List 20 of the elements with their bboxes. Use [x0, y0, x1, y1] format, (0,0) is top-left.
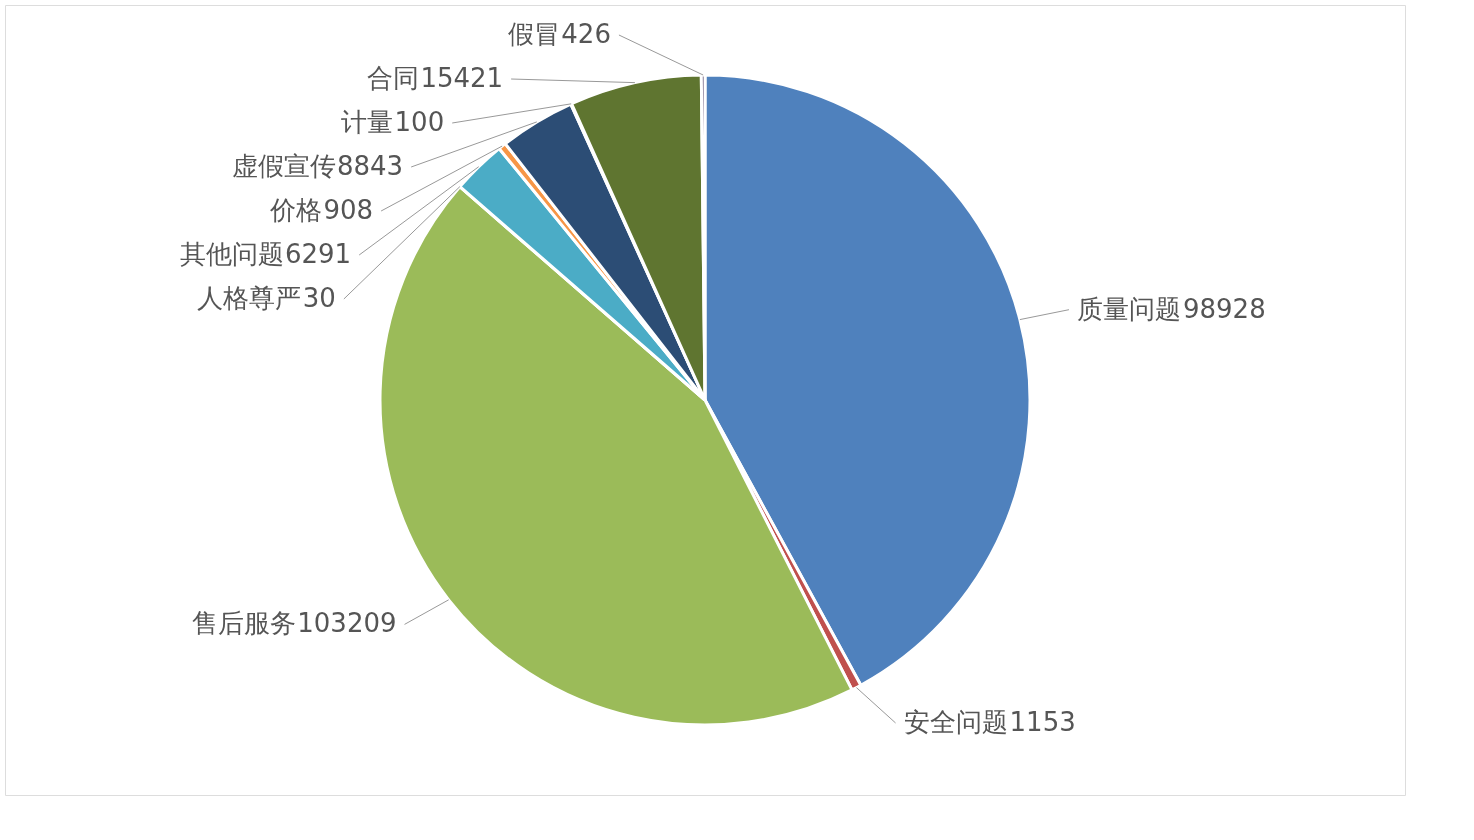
data-label: 98928 — [1182, 293, 1266, 324]
data-label: 1153 — [1009, 706, 1076, 737]
slice-label: 价格 — [268, 195, 322, 226]
slice-label: 合同 — [367, 63, 420, 94]
data-label: 15421 — [420, 63, 504, 94]
data-label: 6291 — [284, 239, 352, 270]
slice-label: 虚假宣传 — [231, 151, 336, 182]
slice-label: 售后服务 — [192, 608, 297, 639]
slice-label: 其他问题 — [179, 239, 284, 270]
data-label: 103209 — [297, 608, 397, 639]
data-label: 426 — [561, 19, 611, 50]
data-label: 100 — [394, 107, 445, 138]
data-label: 908 — [323, 195, 374, 226]
data-label: 30 — [302, 283, 336, 314]
slice-label: 计量 — [341, 107, 394, 138]
slice-label: 安全问题 — [903, 706, 1008, 737]
slice-label: 人格尊严 — [197, 283, 302, 314]
slice-label: 质量问题 — [1076, 293, 1181, 324]
data-label: 8843 — [336, 151, 404, 182]
slice-label: 假冒 — [507, 19, 560, 50]
